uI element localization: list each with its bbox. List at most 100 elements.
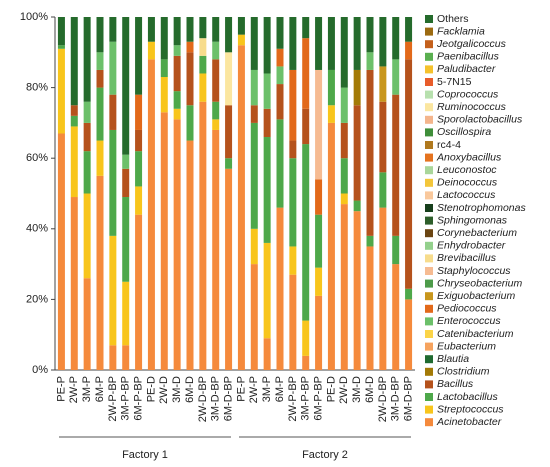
legend-swatch	[425, 191, 433, 200]
bar-segment	[302, 108, 310, 145]
bar-segment	[263, 137, 271, 243]
legend-label: Leuconostoc	[437, 164, 497, 176]
legend-label: Ruminococcus	[437, 101, 507, 113]
bar-segment	[250, 228, 258, 265]
bar-segment	[302, 320, 310, 356]
legend-label: Acinetobacter	[436, 416, 502, 428]
bar-segment	[250, 264, 258, 370]
x-tick-label: 6M-D-BP	[222, 376, 234, 421]
legend-swatch	[425, 304, 433, 313]
bar-segment	[186, 140, 194, 370]
bar-segment	[340, 17, 348, 88]
bar-segment	[186, 41, 194, 53]
x-tick-label: 3M-P	[261, 376, 273, 402]
bar-segment	[405, 17, 413, 42]
bar-segment	[212, 119, 220, 130]
legend-swatch	[425, 40, 433, 49]
bar-segment	[147, 17, 155, 42]
x-tick-label: 2W-P	[248, 376, 260, 403]
legend-label: 5-7N15	[437, 76, 472, 88]
bar-segment	[405, 41, 413, 60]
bar-segment	[147, 59, 155, 371]
legend-label: Oscillospira	[437, 126, 491, 138]
legend-swatch	[425, 65, 433, 74]
legend-swatch	[425, 115, 433, 124]
bar-segment	[83, 101, 91, 123]
bar-segment	[392, 235, 400, 265]
bar-segment	[392, 17, 400, 60]
bar-segment	[122, 168, 130, 198]
legend-label: Enhydrobacter	[437, 240, 506, 252]
legend-swatch	[425, 241, 433, 250]
legend-label: Stenotrophomonas	[437, 202, 526, 214]
x-tick-label: 3M-P-BP	[300, 376, 312, 421]
legend-swatch	[425, 317, 433, 326]
bar-segment	[122, 281, 130, 346]
bar-segment	[302, 17, 310, 39]
bar-segment	[237, 17, 245, 35]
bar-segment	[173, 108, 181, 120]
bar-segment	[70, 105, 78, 116]
bar-segment	[289, 158, 297, 247]
bar-segment	[96, 17, 104, 53]
bar-segment	[289, 274, 297, 370]
y-tick-label: 20%	[26, 293, 48, 305]
bar-segment	[392, 264, 400, 370]
bar-segment	[212, 41, 220, 60]
bar-segment	[302, 355, 310, 370]
x-tick-label: 3M-D-BP	[390, 376, 402, 421]
legend-swatch	[425, 52, 433, 61]
legend-label: Paludibacter	[437, 63, 496, 75]
bar-segment	[340, 204, 348, 370]
bar-segment	[83, 122, 91, 152]
legend-label: Bacillus	[437, 378, 474, 390]
bar-segment	[109, 94, 117, 130]
x-tick-label: 2W-P-BP	[107, 376, 119, 422]
legend-label: Pediococcus	[437, 303, 497, 315]
x-tick-label: 2W-D	[158, 376, 170, 404]
legend-swatch	[425, 216, 433, 225]
bar-segment	[57, 133, 65, 370]
x-tick-label: 2W-D-BP	[377, 376, 389, 422]
x-tick-label: 3M-P-BP	[120, 376, 132, 421]
bar-segment	[173, 55, 181, 92]
bar-segment	[289, 17, 297, 70]
bar-segment	[96, 52, 104, 70]
x-tick-label: PE-P	[235, 376, 247, 402]
bar-segment	[237, 45, 245, 371]
x-tick-label: 6M-D	[364, 376, 376, 403]
legend-label: Eubacterium	[437, 340, 496, 352]
legend-label: Anoxybacillus	[436, 151, 502, 163]
bar-segment	[276, 84, 284, 120]
legend-swatch	[425, 15, 433, 23]
bar-segment	[327, 69, 335, 106]
bar-segment	[186, 52, 194, 106]
bar-segment	[327, 122, 335, 371]
legend-label: Lactobacillus	[437, 391, 498, 403]
bar-segment	[135, 151, 143, 187]
bar-segment	[212, 129, 220, 370]
bar-segment	[199, 38, 207, 56]
legend-label: Blautia	[437, 353, 469, 365]
bar-segment	[315, 295, 323, 370]
legend-swatch	[425, 267, 433, 275]
x-tick-label: PE-P	[55, 376, 67, 402]
x-tick-label: 6M-P-BP	[132, 376, 144, 421]
bar-segment	[83, 17, 91, 102]
bar-segment	[135, 214, 143, 370]
legend-swatch	[425, 292, 433, 301]
legend-label: Staphylococcus	[437, 265, 511, 277]
bar-segment	[70, 17, 78, 106]
bar-segment	[366, 52, 374, 70]
bar-segment	[276, 48, 284, 67]
x-tick-label: 3M-D	[351, 376, 363, 403]
legend-swatch	[425, 27, 433, 36]
x-tick-label: 2W-D-BP	[197, 376, 209, 422]
bar-segment	[173, 45, 181, 56]
legend-label: Sporolactobacillus	[437, 114, 523, 126]
legend-swatch	[425, 254, 433, 263]
bar-segment	[263, 73, 271, 109]
bar-segment	[199, 101, 207, 370]
x-tick-label: 6M-P	[94, 376, 106, 402]
